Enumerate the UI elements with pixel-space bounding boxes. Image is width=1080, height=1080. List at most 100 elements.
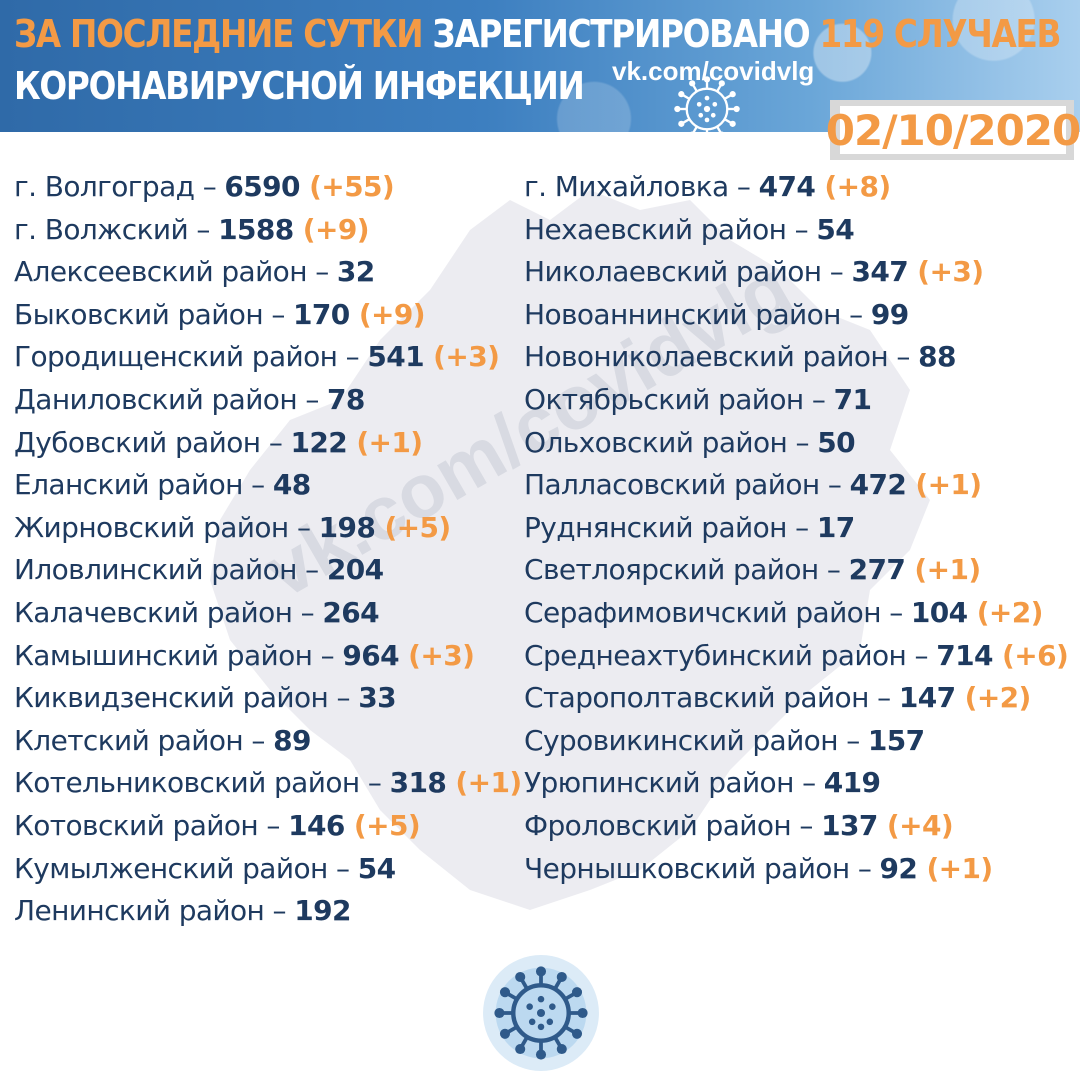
headline-case-count: 119 СЛУЧАЕВ <box>819 12 1061 56</box>
district-row: Киквидзенский район – 33 <box>14 677 522 720</box>
district-daily-increase: (+5) <box>375 510 451 544</box>
district-row: Николаевский район – 347 (+3) <box>524 251 1068 294</box>
district-case-count: 104 <box>910 595 968 629</box>
district-case-count: 541 <box>367 340 424 374</box>
district-row: Котовский район – 146 (+5) <box>14 805 522 848</box>
district-row: Быковский район – 170 (+9) <box>14 294 522 337</box>
district-name: Камышинский район – <box>14 638 343 672</box>
district-row: Котельниковский район – 318 (+1) <box>14 762 522 805</box>
district-name: Еланский район – <box>14 468 273 502</box>
district-name: Руднянский район – <box>524 510 817 544</box>
district-name: Светлоярский район – <box>524 553 849 587</box>
date-text: 02/10/2020 <box>825 105 1080 155</box>
district-daily-increase: (+1) <box>917 851 993 885</box>
district-case-count: 99 <box>870 297 909 331</box>
district-row: Серафимовичский район – 104 (+2) <box>524 592 1068 635</box>
district-case-count: 472 <box>849 468 907 502</box>
headline-registered: ЗАРЕГИСТРИРОВАНО <box>422 12 820 56</box>
district-name: Жирновский район – <box>14 510 319 544</box>
district-case-count: 277 <box>848 553 906 587</box>
district-daily-increase: (+4) <box>877 808 954 842</box>
district-row: Алексеевский район – 32 <box>14 251 522 294</box>
coronavirus-icon <box>674 76 740 142</box>
headline-period: ЗА ПОСЛЕДНИЕ СУТКИ <box>14 12 424 56</box>
district-case-count: 54 <box>357 851 396 885</box>
district-row: Еланский район – 48 <box>14 464 522 507</box>
district-row: Светлоярский район – 277 (+1) <box>524 549 1068 592</box>
district-name: Дубовский район – <box>14 425 291 459</box>
district-case-count: 48 <box>272 468 311 502</box>
district-name: Николаевский район – <box>524 255 852 289</box>
district-daily-increase: (+2) <box>967 595 1044 629</box>
district-name: Чернышковский район – <box>524 851 880 885</box>
district-name: Суровикинский район – <box>524 723 868 757</box>
district-name: Кумылженский район – <box>14 851 358 885</box>
district-row: Даниловский район – 78 <box>14 379 522 422</box>
district-case-count: 137 <box>821 808 878 842</box>
district-name: Клетский район – <box>14 723 274 757</box>
district-case-count: 1588 <box>218 212 294 246</box>
district-name: Среднеахтубинский район – <box>524 638 937 672</box>
district-name: Городищенский район – <box>14 340 368 374</box>
district-case-count: 89 <box>273 723 311 757</box>
district-row: Нехаевский район – 54 <box>524 209 1068 252</box>
headline-line-2: КОРОНАВИРУСНОЙ ИНФЕКЦИИ <box>14 64 585 108</box>
district-daily-increase: (+3) <box>424 340 500 374</box>
district-case-count: 347 <box>851 255 909 289</box>
district-case-count: 88 <box>918 340 956 374</box>
region-map-silhouette <box>210 190 930 910</box>
district-case-count: 714 <box>936 638 993 672</box>
district-daily-increase: (+5) <box>344 808 421 842</box>
district-name: Котовский район – <box>14 808 289 842</box>
district-row: Старополтавский район – 147 (+2) <box>524 677 1068 720</box>
district-case-count: 17 <box>816 510 855 544</box>
districts-right-column: г. Михайловка – 474 (+8) Нехаевский район… <box>524 166 1069 891</box>
vk-link[interactable]: vk.com/covidvlg <box>612 56 815 86</box>
district-name: Котельниковский район – <box>14 766 390 800</box>
district-case-count: 157 <box>867 723 925 757</box>
district-case-count: 192 <box>294 894 351 928</box>
district-name: Киквидзенский район – <box>14 681 359 715</box>
district-name: Ленинский район – <box>14 894 295 928</box>
district-name: Калачевский район – <box>14 595 323 629</box>
district-row: Палласовский район – 472 (+1) <box>524 464 1068 507</box>
district-name: Серафимовичский район – <box>524 595 911 629</box>
district-name: г. Волгоград – <box>14 170 225 203</box>
district-daily-increase: (+3) <box>399 638 475 672</box>
district-case-count: 78 <box>327 382 365 416</box>
district-row: Калачевский район – 264 <box>14 592 522 635</box>
district-daily-increase: (+1) <box>905 553 981 587</box>
district-name: г. Волжский – <box>14 212 219 246</box>
district-name: Палласовский район – <box>524 468 850 502</box>
district-case-count: 264 <box>322 595 379 629</box>
district-case-count: 419 <box>823 766 881 800</box>
district-name: Быковский район – <box>14 297 294 331</box>
district-name: Нехаевский район – <box>524 212 817 246</box>
district-daily-increase: (+9) <box>349 297 426 331</box>
district-case-count: 92 <box>879 851 918 885</box>
date-badge: 02/10/2020 <box>825 100 1080 160</box>
district-name: Иловлинский район – <box>14 553 327 587</box>
district-case-count: 54 <box>816 212 855 246</box>
district-case-count: 318 <box>389 766 447 800</box>
district-row: Жирновский район – 198 (+5) <box>14 507 522 550</box>
district-row: г. Волжский – 1588 (+9) <box>14 209 522 252</box>
district-name: Ольховский район – <box>524 425 818 459</box>
district-daily-increase: (+55) <box>299 170 395 203</box>
district-row: г. Михайловка – 474 (+8) <box>524 166 1068 209</box>
district-daily-increase: (+9) <box>293 212 370 246</box>
district-daily-increase: (+8) <box>815 170 891 203</box>
district-daily-increase: (+1) <box>906 468 982 502</box>
district-row: Руднянский район – 17 <box>524 507 1068 550</box>
district-row: Урюпинский район – 419 <box>524 762 1068 805</box>
district-case-count: 146 <box>288 808 345 842</box>
district-case-count: 50 <box>817 425 855 459</box>
district-case-count: 964 <box>342 638 400 672</box>
district-row: Новониколаевский район – 88 <box>524 336 1068 379</box>
district-row: Чернышковский район – 92 (+1) <box>524 848 1068 891</box>
district-row: Суровикинский район – 157 <box>524 720 1068 763</box>
district-daily-increase: (+1) <box>347 425 423 459</box>
district-case-count: 170 <box>293 297 350 331</box>
district-case-count: 71 <box>833 382 872 416</box>
district-row: Кумылженский район – 54 <box>14 848 522 891</box>
